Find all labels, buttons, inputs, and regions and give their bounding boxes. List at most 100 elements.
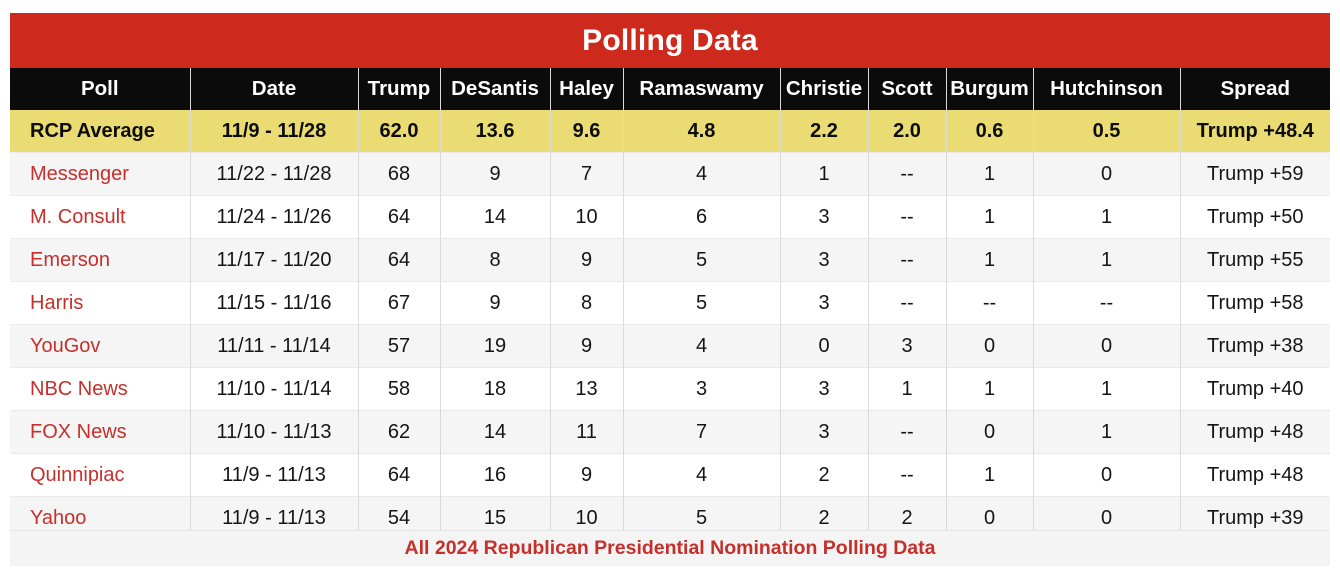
cell-desantis: 9	[439, 152, 550, 196]
column-header-date: Date	[189, 68, 358, 110]
table-row: YouGov 11/11 - 11/14 57 19 9 4 0 3 0 0 Trump +38	[10, 324, 1330, 368]
cell-date: 11/10 - 11/14	[189, 367, 358, 411]
table-footer: All 2024 Republican Presidential Nominat…	[10, 530, 1330, 566]
cell-trump: 62	[357, 410, 440, 454]
cell-spread: Trump +58	[1179, 281, 1330, 325]
cell-scott: --	[867, 410, 946, 454]
cell-desantis: 14	[439, 410, 550, 454]
column-header-haley: Haley	[549, 68, 623, 110]
poll-link[interactable]: Harris	[10, 281, 190, 325]
column-header-spread: Spread	[1179, 68, 1330, 110]
poll-link[interactable]: NBC News	[10, 367, 190, 411]
poll-link[interactable]: Messenger	[10, 152, 190, 196]
cell-spread: Trump +55	[1179, 238, 1330, 282]
table-row: M. Consult 11/24 - 11/26 64 14 10 6 3 -- 1 1 Trump…	[10, 195, 1330, 239]
cell-trump: 64	[357, 195, 440, 239]
cell-burgum: 0	[945, 324, 1033, 368]
table-row: Quinnipiac 11/9 - 11/13 64 16 9 4 2 -- 1 0 Trump +…	[10, 453, 1330, 497]
cell-desantis: 16	[439, 453, 550, 497]
cell-hutchinson: --	[1032, 281, 1180, 325]
cell-christie: 3	[779, 238, 868, 282]
cell-hutchinson: 1	[1032, 238, 1180, 282]
polling-table: Poll Date Trump DeSantis Haley Ramaswamy Chris…	[10, 68, 1330, 539]
cell-scott: 1	[867, 367, 946, 411]
cell-christie: 3	[779, 410, 868, 454]
cell-burgum: 1	[945, 152, 1033, 196]
footer-caption: All 2024 Republican Presidential Nominat…	[404, 537, 936, 559]
cell-ramaswamy: 5	[622, 281, 780, 325]
cell-ramaswamy: 3	[622, 367, 780, 411]
table-row: NBC News 11/10 - 11/14 58 18 13 3 3 1 1 1 Trump +4…	[10, 367, 1330, 411]
header-row: Poll Date Trump DeSantis Haley Ramaswamy Chris…	[10, 68, 1330, 110]
cell-spread: Trump +59	[1179, 152, 1330, 196]
cell-christie: 3	[779, 281, 868, 325]
cell-desantis: 8	[439, 238, 550, 282]
cell-haley: 10	[549, 195, 623, 239]
cell-hutchinson: 1	[1032, 410, 1180, 454]
cell-hutchinson: 1	[1032, 195, 1180, 239]
cell-christie: 1	[779, 152, 868, 196]
cell-scott: --	[867, 152, 946, 196]
column-header-christie: Christie	[779, 68, 868, 110]
cell-ramaswamy: 6	[622, 195, 780, 239]
cell-haley: 11	[549, 410, 623, 454]
cell-haley: 9	[549, 238, 623, 282]
cell-burgum: 0	[945, 410, 1033, 454]
cell-spread: Trump +48	[1179, 453, 1330, 497]
cell-christie: 2.2	[779, 110, 868, 153]
column-header-scott: Scott	[867, 68, 946, 110]
cell-ramaswamy: 4	[622, 152, 780, 196]
cell-hutchinson: 0	[1032, 453, 1180, 497]
cell-hutchinson: 1	[1032, 367, 1180, 411]
cell-date: 11/22 - 11/28	[189, 152, 358, 196]
cell-trump: 64	[357, 453, 440, 497]
cell-hutchinson: 0.5	[1032, 110, 1180, 153]
cell-haley: 8	[549, 281, 623, 325]
cell-christie: 3	[779, 367, 868, 411]
column-header-poll: Poll	[10, 68, 190, 110]
cell-date: 11/15 - 11/16	[189, 281, 358, 325]
poll-link[interactable]: M. Consult	[10, 195, 190, 239]
column-header-hutchinson: Hutchinson	[1032, 68, 1180, 110]
poll-link[interactable]: YouGov	[10, 324, 190, 368]
cell-burgum: 1	[945, 367, 1033, 411]
table-row: Messenger 11/22 - 11/28 68 9 7 4 1 -- 1 0 Trump +5…	[10, 152, 1330, 196]
cell-scott: --	[867, 281, 946, 325]
cell-christie: 2	[779, 453, 868, 497]
cell-scott: 3	[867, 324, 946, 368]
cell-scott: 2.0	[867, 110, 946, 153]
cell-haley: 9.6	[549, 110, 623, 153]
cell-hutchinson: 0	[1032, 324, 1180, 368]
poll-link[interactable]: FOX News	[10, 410, 190, 454]
cell-spread: Trump +38	[1179, 324, 1330, 368]
cell-haley: 13	[549, 367, 623, 411]
cell-trump: 67	[357, 281, 440, 325]
cell-haley: 9	[549, 324, 623, 368]
table-row: Emerson 11/17 - 11/20 64 8 9 5 3 -- 1 1 Trump +55	[10, 238, 1330, 282]
column-header-desantis: DeSantis	[439, 68, 550, 110]
cell-trump: 62.0	[357, 110, 440, 153]
cell-spread: Trump +48	[1179, 410, 1330, 454]
cell-burgum: 0.6	[945, 110, 1033, 153]
cell-ramaswamy: 4.8	[622, 110, 780, 153]
page-title: Polling Data	[582, 23, 758, 57]
table-row: FOX News 11/10 - 11/13 62 14 11 7 3 -- 0 1 Trump +…	[10, 410, 1330, 454]
cell-christie: 3	[779, 195, 868, 239]
cell-desantis: 14	[439, 195, 550, 239]
column-header-ramaswamy: Ramaswamy	[622, 68, 780, 110]
cell-spread: Trump +40	[1179, 367, 1330, 411]
cell-christie: 0	[779, 324, 868, 368]
cell-desantis: 19	[439, 324, 550, 368]
cell-hutchinson: 0	[1032, 152, 1180, 196]
cell-date: 11/17 - 11/20	[189, 238, 358, 282]
column-header-trump: Trump	[357, 68, 440, 110]
cell-burgum: --	[945, 281, 1033, 325]
poll-link[interactable]: Quinnipiac	[10, 453, 190, 497]
cell-burgum: 1	[945, 195, 1033, 239]
cell-burgum: 1	[945, 453, 1033, 497]
cell-spread: Trump +48.4	[1179, 110, 1330, 153]
cell-haley: 9	[549, 453, 623, 497]
poll-link[interactable]: Emerson	[10, 238, 190, 282]
cell-date: 11/10 - 11/13	[189, 410, 358, 454]
